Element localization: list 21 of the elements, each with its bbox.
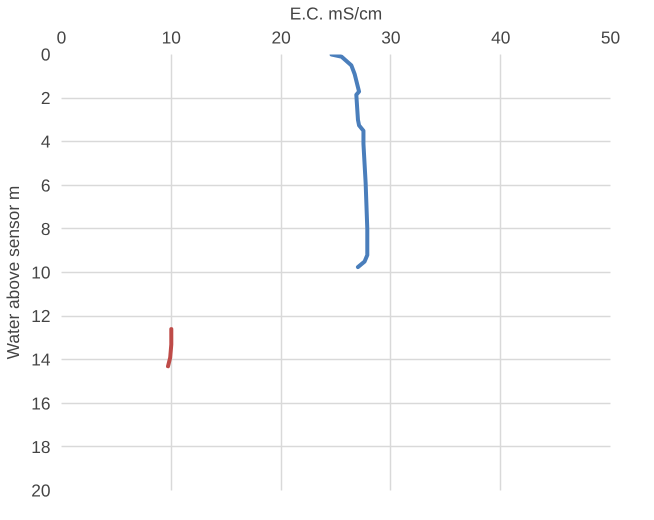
x-tick-label: 50 bbox=[600, 28, 620, 48]
y-tick-label: 4 bbox=[40, 132, 51, 152]
y-tick-label: 20 bbox=[31, 480, 51, 500]
line-series bbox=[330, 54, 370, 270]
y-axis-title: Water above sensor m bbox=[3, 186, 24, 360]
y-tick-label: 8 bbox=[40, 218, 51, 239]
y-tick-label: 16 bbox=[31, 393, 51, 414]
x-tick-label: 20 bbox=[271, 28, 291, 48]
x-tick-label: 30 bbox=[381, 28, 401, 48]
x-tick-label: 0 bbox=[56, 28, 66, 48]
x-tick-label: 10 bbox=[162, 28, 181, 48]
y-tick-label: 10 bbox=[31, 262, 51, 282]
y-tick-label: 0 bbox=[40, 44, 51, 64]
y-tick-label: 14 bbox=[31, 350, 51, 370]
y-tick-label: 6 bbox=[40, 175, 51, 196]
line-series bbox=[166, 327, 174, 368]
y-tick-label: 18 bbox=[31, 436, 51, 457]
x-tick-label: 40 bbox=[491, 28, 510, 48]
y-tick-label: 2 bbox=[40, 88, 51, 108]
x-axis-title: E.C. mS/cm bbox=[290, 4, 382, 24]
y-tick-label: 12 bbox=[31, 306, 51, 326]
